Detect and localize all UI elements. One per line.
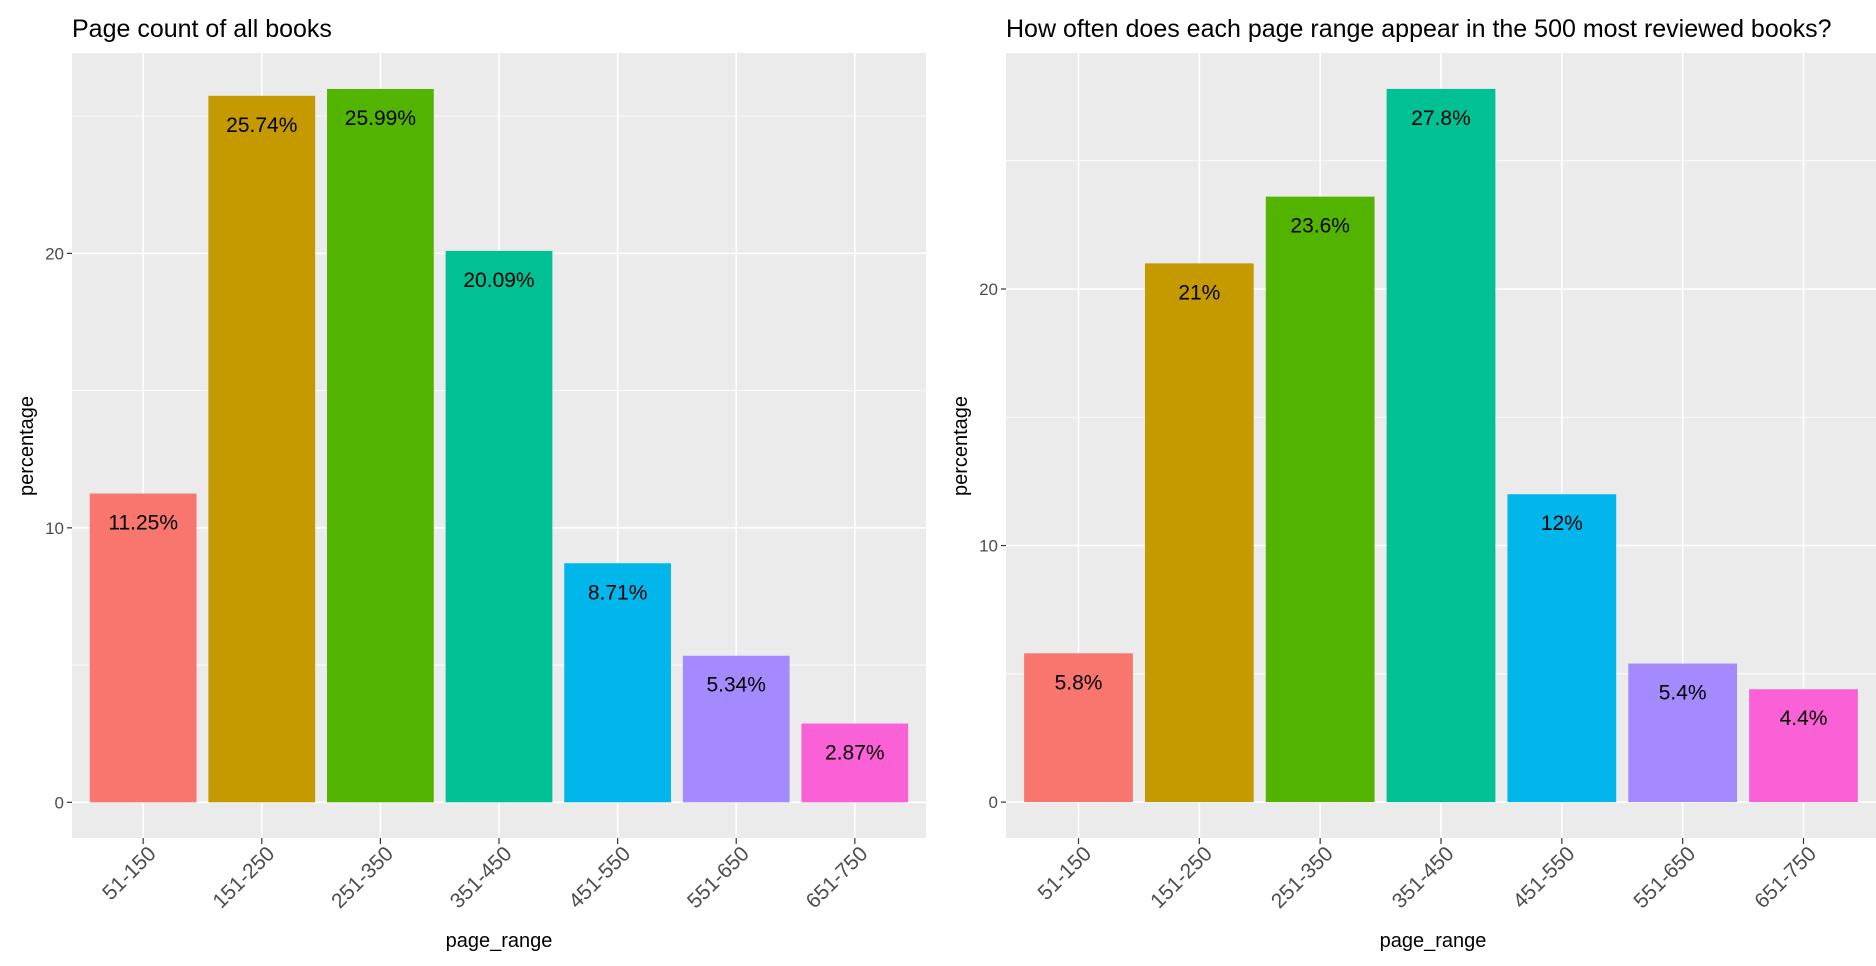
bar [89, 493, 197, 803]
bar [1749, 689, 1858, 803]
y-tick-label: 20 [45, 244, 64, 263]
x-tick-label: 51-150 [98, 842, 161, 905]
bar-label: 5.8% [1055, 671, 1103, 694]
bar [1628, 663, 1738, 803]
bar-label: 20.09% [463, 269, 534, 292]
x-tick-label: 551-650 [1629, 842, 1700, 913]
x-tick-label: 351-450 [1388, 842, 1459, 913]
bar-label: 5.34% [706, 674, 766, 697]
y-tick-label: 0 [989, 793, 998, 812]
bar [1507, 494, 1617, 803]
bar [445, 250, 553, 803]
x-tick-label: 251-350 [327, 842, 398, 913]
x-axis-title: page_range [446, 930, 553, 952]
bar [327, 88, 434, 803]
chart-left: Page count of all books 0 10 20 11.25% 25.74… [16, 15, 926, 952]
bar-label: 25.99% [345, 107, 416, 130]
x-tick-label: 151-250 [209, 842, 280, 913]
x-tick-label: 651-750 [1750, 842, 1821, 913]
bar-label: 5.4% [1659, 682, 1707, 705]
x-axis-title: page_range [1380, 930, 1487, 952]
y-tick-label: 0 [55, 793, 64, 812]
bar [208, 95, 316, 803]
bar [801, 723, 909, 803]
y-tick-label: 10 [45, 519, 64, 538]
chart-right: How often does each page range appear in… [950, 15, 1876, 952]
x-tick-label: 251-350 [1267, 842, 1338, 913]
bar-label: 8.71% [588, 581, 648, 604]
bar [1024, 653, 1133, 803]
bar [682, 655, 790, 803]
x-tick-label: 551-650 [683, 842, 754, 913]
y-axis-title: percentage [950, 396, 972, 496]
bar [1265, 196, 1375, 803]
y-axis-title: percentage [16, 396, 38, 496]
bar-label: 25.74% [226, 114, 297, 137]
bar-label: 23.6% [1290, 215, 1350, 238]
bar [1386, 88, 1496, 803]
x-tick-label: 451-550 [564, 842, 635, 913]
bar-label: 4.4% [1780, 707, 1828, 730]
bar-label: 12% [1541, 512, 1583, 535]
x-tick-label: 651-750 [802, 842, 873, 913]
x-tick-label: 351-450 [446, 842, 517, 913]
bar-label: 21% [1178, 281, 1220, 304]
x-tick-label: 151-250 [1146, 842, 1217, 913]
bar [564, 563, 671, 803]
chart-title: Page count of all books [72, 15, 332, 43]
y-tick-label: 10 [979, 537, 998, 556]
bar-label: 2.87% [825, 742, 885, 765]
y-tick-label: 20 [979, 280, 998, 299]
plot-panel: 0 10 20 5.8% 21% 23.6% 27.8% 12% 5.4% 4.4% 51-150 1… [979, 53, 1876, 913]
bar-label: 11.25% [108, 512, 178, 535]
chart-title: How often does each page range appear in… [1006, 15, 1832, 43]
x-tick-label: 451-550 [1509, 842, 1580, 913]
x-tick-label: 51-150 [1034, 842, 1097, 905]
plot-panel: 0 10 20 11.25% 25.74% 25.99% 20.09% 8.71% 5.34% 2… [45, 53, 926, 913]
bar-label: 27.8% [1411, 107, 1471, 130]
bar [1144, 263, 1254, 803]
